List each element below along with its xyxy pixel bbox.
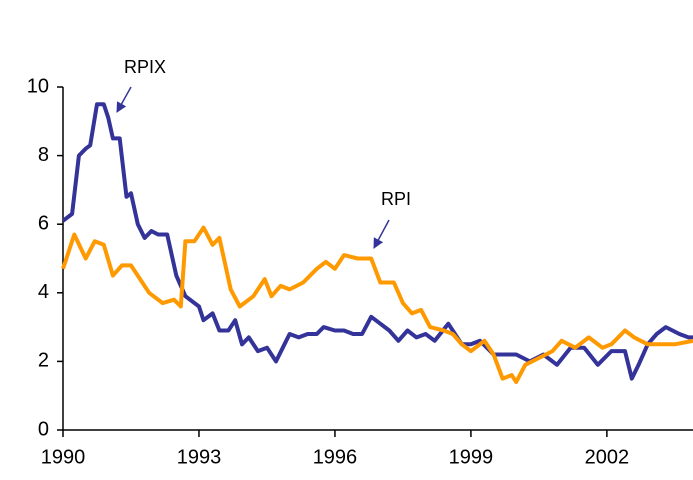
annotation-arrow bbox=[373, 219, 390, 249]
y-tick-label: 6 bbox=[38, 212, 49, 234]
annotation: RPIX bbox=[124, 57, 166, 77]
y-tick-label: 2 bbox=[38, 350, 49, 372]
y-tick-label: 10 bbox=[27, 75, 49, 97]
x-tick-label: 1996 bbox=[313, 446, 358, 468]
y-tick-label: 8 bbox=[38, 144, 49, 166]
annotation-arrow bbox=[116, 86, 132, 113]
x-tick-label: 2002 bbox=[585, 446, 630, 468]
x-tick-label: 1999 bbox=[449, 446, 494, 468]
y-tick-label: 4 bbox=[38, 281, 49, 303]
x-tick-label: 1990 bbox=[41, 446, 86, 468]
line-series bbox=[61, 225, 693, 384]
y-tick-label: 0 bbox=[38, 418, 49, 440]
x-tick-label: 1993 bbox=[177, 446, 222, 468]
annotation: RPI bbox=[381, 189, 411, 209]
